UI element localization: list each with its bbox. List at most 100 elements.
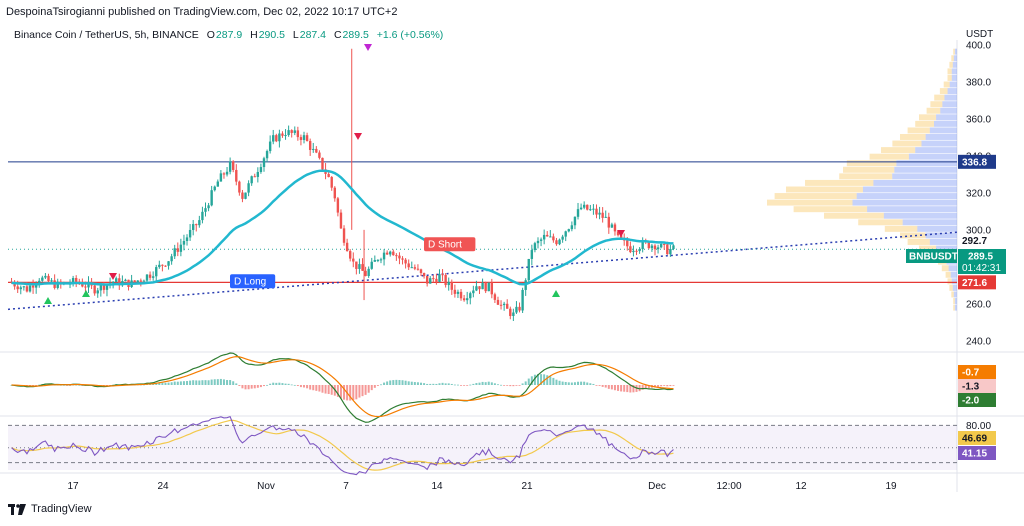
buy-arrow-icon xyxy=(82,290,90,297)
macd-histogram-bar xyxy=(561,381,564,385)
volume-profile-bar xyxy=(774,193,857,200)
candle-body xyxy=(216,181,220,187)
candle-body xyxy=(475,286,478,291)
volume-profile-bar xyxy=(908,153,957,160)
volume-profile-bar xyxy=(921,140,957,147)
candle-body xyxy=(407,263,410,268)
macd-histogram-bar xyxy=(453,384,456,386)
volume-profile-bar xyxy=(881,147,916,154)
last-price-bg xyxy=(958,249,1006,274)
footer-brand[interactable]: TradingView xyxy=(8,503,92,515)
candle-body xyxy=(385,252,389,255)
candle-body xyxy=(133,280,136,282)
macd-histogram-bar xyxy=(466,385,469,386)
candle-body xyxy=(333,187,337,199)
candle-body xyxy=(348,251,352,259)
volume-profile-bar xyxy=(892,140,922,147)
candle-body xyxy=(441,274,444,276)
volume-profile-bar xyxy=(873,179,957,186)
trendline-price-tag-text: 292.7 xyxy=(962,236,987,247)
candle-body xyxy=(484,282,487,292)
d-short-label-text: D Short xyxy=(428,240,462,251)
macd-histogram-bar xyxy=(195,380,198,385)
macd-histogram-bar xyxy=(413,382,416,385)
time-tick-label: 17 xyxy=(67,481,79,492)
candle-body xyxy=(253,176,256,178)
candle-body xyxy=(392,251,395,256)
volume-profile-bar xyxy=(953,304,955,311)
candle-body xyxy=(425,275,429,284)
macd-histogram-bar xyxy=(423,383,426,385)
macd-histogram-bar xyxy=(349,385,352,401)
candle-body xyxy=(659,243,663,248)
macd-signal-line xyxy=(11,356,674,418)
macd-histogram-bar xyxy=(312,385,315,391)
macd-histogram-bar xyxy=(506,385,509,386)
macd-histogram-bar xyxy=(155,383,158,385)
macd-histogram-bar xyxy=(663,385,666,386)
symbol-name: Binance Coin / TetherUS, 5h, BINANCE xyxy=(14,29,199,41)
close-label: C xyxy=(333,29,342,41)
macd-histogram-bar xyxy=(512,385,515,387)
volume-profile-bar xyxy=(919,114,937,121)
volume-profile-bar xyxy=(951,68,957,75)
volume-profile-bar xyxy=(954,48,957,55)
time-tick-label: 24 xyxy=(157,481,169,492)
candle-body xyxy=(453,289,457,294)
candle-body xyxy=(567,229,570,232)
candle-body xyxy=(379,259,383,261)
volume-profile-bar xyxy=(953,298,955,305)
candle-body xyxy=(512,312,515,316)
rsi-value-tag-text: 41.15 xyxy=(962,449,987,460)
candle-body xyxy=(656,247,660,250)
candle-body xyxy=(582,204,586,208)
candle-body xyxy=(210,190,213,206)
macd-histogram-bar xyxy=(509,385,512,387)
macd-histogram-bar xyxy=(567,382,570,385)
countdown-text: 01:42:31 xyxy=(962,263,1001,274)
candle-body xyxy=(244,192,247,199)
macd-histogram-bar xyxy=(170,382,173,385)
volume-profile-bar xyxy=(907,238,930,245)
candle-body xyxy=(38,280,41,285)
candle-body xyxy=(28,285,32,292)
candle-body xyxy=(370,261,373,269)
macd-pane xyxy=(10,352,675,423)
macd-histogram-bar xyxy=(632,385,635,393)
candle-body xyxy=(241,192,244,199)
macd-histogram-bar xyxy=(481,381,484,385)
macd-histogram-bar xyxy=(629,385,632,393)
candle-body xyxy=(284,135,287,137)
volume-profile-bar xyxy=(843,166,895,173)
macd-histogram-bar xyxy=(343,385,346,400)
symbol-legend: Binance Coin / TetherUS, 5h, BINANCE O28… xyxy=(14,29,444,41)
candle-body xyxy=(182,241,186,245)
volume-profile-bar xyxy=(943,81,950,88)
volume-profile-bar xyxy=(856,193,957,200)
volume-profile-bar xyxy=(858,219,903,226)
candle-body xyxy=(530,250,534,259)
candle-body xyxy=(419,269,423,274)
candle-body xyxy=(225,171,229,175)
candle-body xyxy=(170,256,173,262)
macd-histogram-bar xyxy=(383,382,386,385)
open-label: O xyxy=(206,29,215,41)
macd-histogram-bar xyxy=(555,379,558,385)
macd-histogram-bar xyxy=(478,382,481,385)
candle-body xyxy=(410,267,413,269)
macd-histogram-bar xyxy=(395,379,398,385)
macd-histogram-bar xyxy=(432,383,435,385)
volume-profile-bar xyxy=(839,173,893,180)
macd-histogram-bar xyxy=(456,384,459,386)
candle-body xyxy=(389,251,392,255)
rsi-ma-tag-bg xyxy=(958,431,996,445)
macd-histogram-bar xyxy=(262,385,265,387)
candle-body xyxy=(496,299,500,305)
candle-body xyxy=(490,282,494,295)
macd-histogram-bar xyxy=(361,385,364,397)
candle-body xyxy=(201,211,204,221)
candle-body xyxy=(632,250,635,253)
candle-body xyxy=(247,183,250,193)
candle-body xyxy=(432,278,435,280)
